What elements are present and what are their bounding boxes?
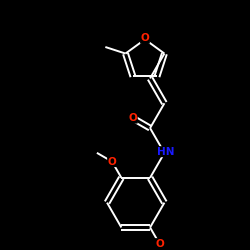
Text: O: O [155,239,164,249]
Text: O: O [140,33,149,43]
Text: O: O [108,156,116,166]
Text: O: O [128,113,137,123]
Text: HN: HN [157,147,174,157]
